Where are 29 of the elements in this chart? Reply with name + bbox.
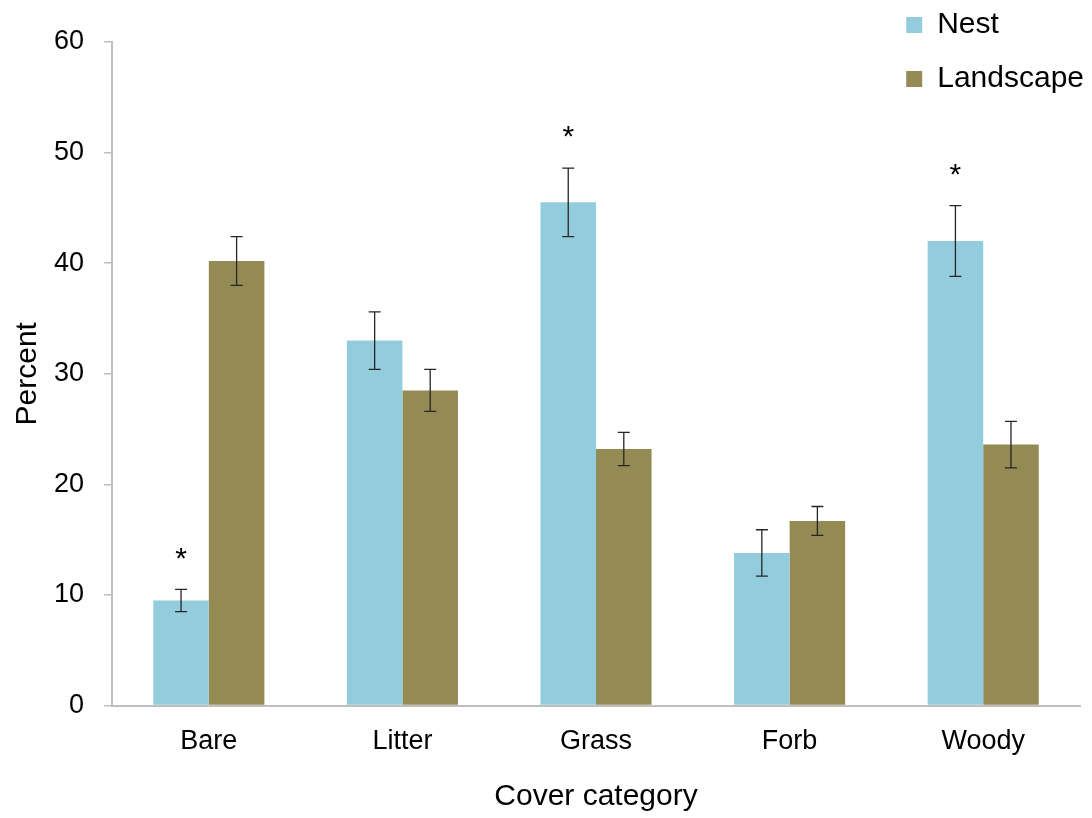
y-tick-label: 50 bbox=[53, 136, 85, 167]
bar bbox=[208, 260, 265, 705]
annotation: * bbox=[949, 156, 962, 190]
x-tick-label: Forb bbox=[761, 725, 818, 756]
annotation: * bbox=[562, 119, 575, 153]
legend-label: Landscape bbox=[937, 60, 1084, 94]
bar bbox=[983, 444, 1039, 705]
y-tick-label: 40 bbox=[53, 246, 85, 277]
y-tick-label: 0 bbox=[69, 689, 85, 720]
y-tick-label: 30 bbox=[53, 357, 85, 388]
x-tick-label: Litter bbox=[372, 725, 433, 756]
x-tick-label: Grass bbox=[560, 725, 633, 756]
legend-label: Nest bbox=[937, 6, 1000, 40]
bar bbox=[153, 600, 209, 705]
bar bbox=[734, 552, 790, 705]
y-axis-title: Percent bbox=[9, 321, 43, 426]
annotation: * bbox=[175, 540, 188, 574]
bar bbox=[402, 390, 458, 705]
x-tick-label: Woody bbox=[941, 725, 1026, 756]
bar bbox=[596, 449, 652, 705]
y-tick-label: 20 bbox=[53, 467, 85, 498]
bar bbox=[927, 241, 984, 705]
y-tick-label: 10 bbox=[53, 578, 85, 609]
bar bbox=[789, 520, 846, 705]
y-tick-label: 60 bbox=[53, 25, 85, 56]
x-tick-label: Bare bbox=[180, 725, 238, 756]
bar bbox=[540, 202, 597, 705]
bar bbox=[346, 340, 403, 705]
x-axis-title: Cover category bbox=[494, 778, 698, 812]
